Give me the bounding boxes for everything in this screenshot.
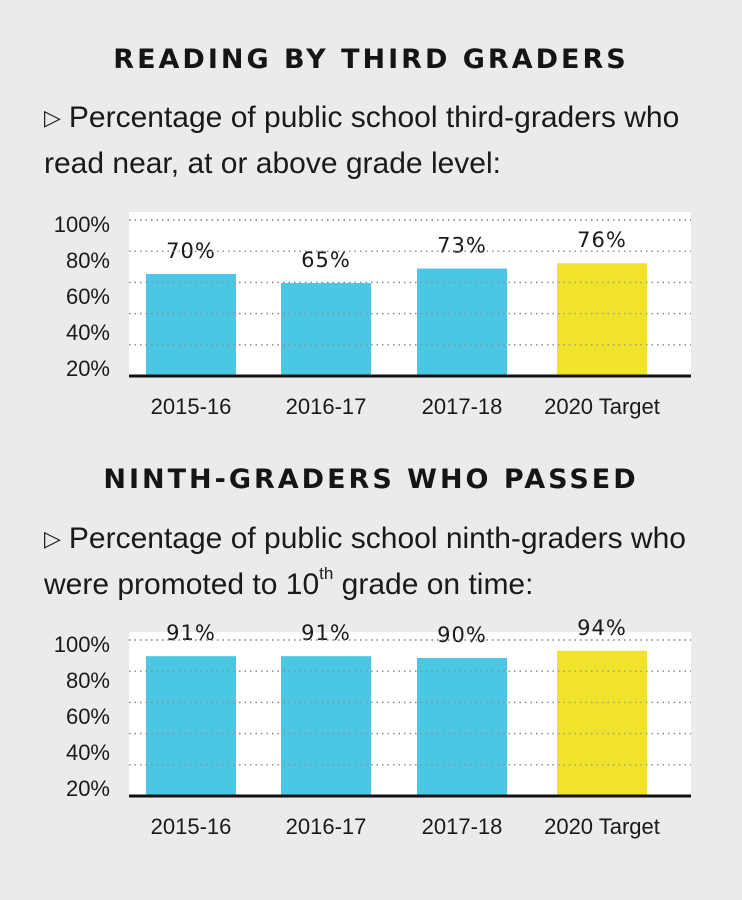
bar — [146, 656, 236, 796]
chart-2-subtitle-superscript: th — [319, 564, 334, 583]
bar — [417, 658, 507, 796]
y-tick-label: 20% — [66, 776, 110, 801]
x-category-label: 2015-16 — [151, 814, 232, 839]
x-category-label: 2017-18 — [422, 394, 503, 419]
chart-2-subtitle-text-a: Percentage of public school ninth-grader… — [44, 522, 686, 601]
x-category-label: 2017-18 — [422, 814, 503, 839]
bar — [281, 656, 371, 796]
bar-value-label: 94% — [577, 616, 627, 640]
bar-value-label: 76% — [577, 228, 627, 252]
x-category-label: 2015-16 — [151, 394, 232, 419]
y-tick-label: 20% — [66, 356, 110, 381]
chart-1-title: READING BY THIRD GRADERS — [113, 44, 629, 75]
y-tick-label: 80% — [66, 668, 110, 693]
y-tick-label: 60% — [66, 284, 110, 309]
chart-1: 100%80%60%40%20%70%2015-1665%2016-1773%2… — [54, 212, 691, 419]
chart-1-subtitle-text: Percentage of public school third-grader… — [44, 101, 680, 180]
y-tick-label: 60% — [66, 704, 110, 729]
chart-2-title: NINTH-GRADERS WHO PASSED — [103, 464, 639, 495]
y-tick-label: 100% — [54, 632, 110, 657]
x-category-label: 2016-17 — [286, 814, 367, 839]
y-tick-label: 100% — [54, 212, 110, 237]
chart-2: 100% 80% 60% 40% 20% 91% 2015-16 91% 2016-17 90% 2… — [54, 616, 691, 839]
chart-2-subtitle-text-b: grade on time: — [333, 568, 534, 601]
x-category-label: 2020 Target — [544, 394, 660, 419]
bar-value-label: 90% — [437, 623, 487, 647]
bar-value-label: 73% — [437, 234, 487, 258]
target-bar — [557, 650, 647, 796]
y-tick-label: 40% — [66, 320, 110, 345]
triangle-bullet-icon: ▷ — [44, 105, 61, 130]
chart-2-subtitle: ▷ Percentage of public school ninth-grade… — [44, 517, 704, 607]
y-tick-label: 80% — [66, 248, 110, 273]
triangle-bullet-icon: ▷ — [44, 526, 61, 551]
bar — [146, 274, 236, 376]
x-category-label: 2020 Target — [544, 814, 660, 839]
bar-value-label: 65% — [301, 248, 351, 272]
bar — [417, 268, 507, 376]
y-tick-label: 40% — [66, 740, 110, 765]
bar — [281, 283, 371, 376]
bar-value-label: 91% — [166, 621, 216, 645]
bar-value-label: 91% — [301, 621, 351, 645]
chart-1-subtitle: ▷ Percentage of public school third-grade… — [44, 96, 704, 186]
x-category-label: 2016-17 — [286, 394, 367, 419]
